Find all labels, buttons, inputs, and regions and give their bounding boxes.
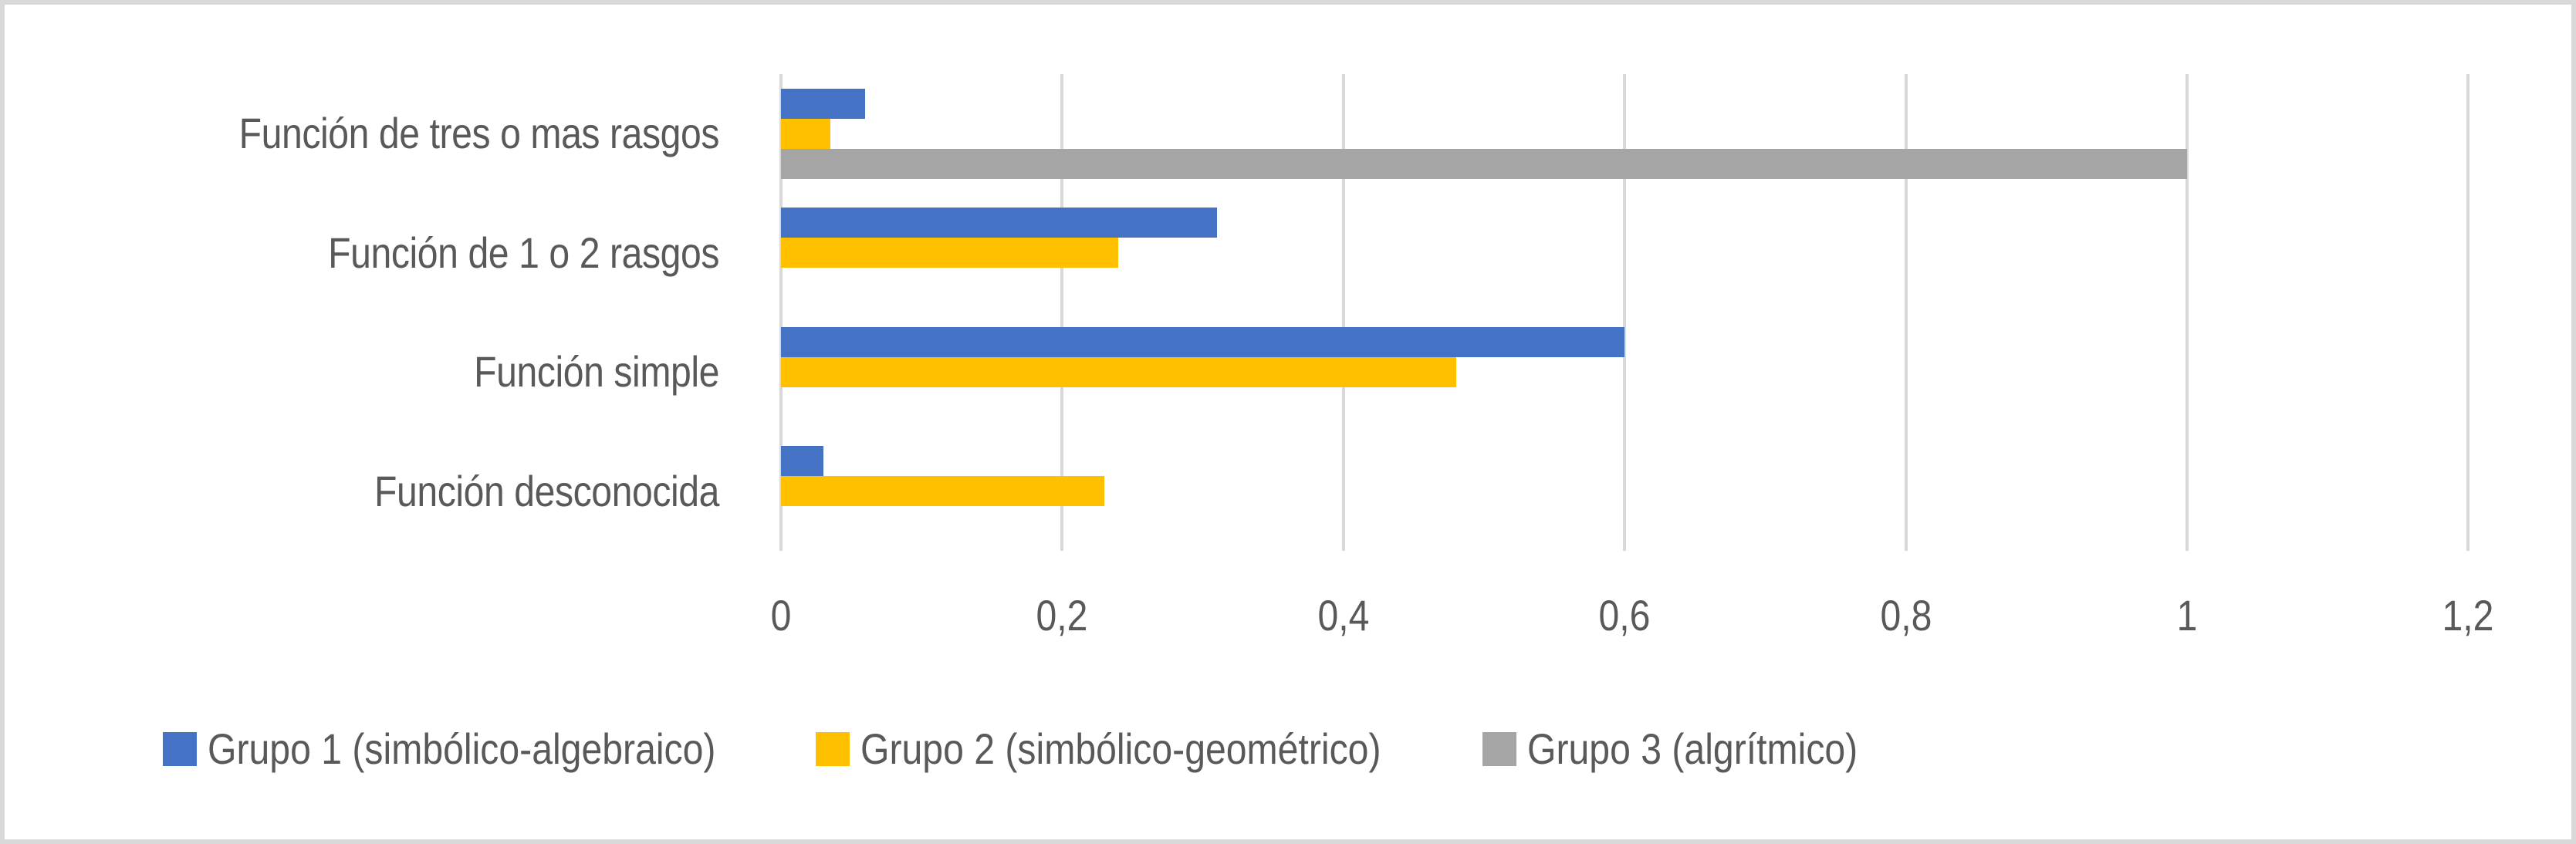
legend-swatch-icon (815, 732, 850, 766)
category-label: Función de tres o mas rasgos (238, 109, 720, 158)
category-label: Función desconocida (374, 466, 719, 515)
x-tick-label: 1,2 (2442, 591, 2494, 640)
bar-series-1[interactable] (781, 208, 1217, 238)
gridline (1060, 74, 1064, 551)
legend: Grupo 1 (simbólico-algebraico) Grupo 2 (s… (163, 722, 1929, 776)
x-tick-label: 1 (2176, 591, 2198, 640)
legend-swatch-icon (163, 732, 197, 766)
legend-item-series-2[interactable]: Grupo 2 (simbólico-geométrico) (815, 724, 1465, 774)
category-label: Función de 1 o 2 rasgos (328, 228, 719, 277)
bar-series-2[interactable] (781, 476, 1105, 507)
gridline (1623, 74, 1627, 551)
legend-item-series-3[interactable]: Grupo 3 (algrítmico) (1482, 724, 1912, 774)
legend-item-series-1[interactable]: Grupo 1 (simbólico-algebraico) (163, 724, 799, 774)
gridline (2466, 74, 2470, 551)
bar-series-1[interactable] (781, 326, 1625, 357)
x-tick-label: 0,6 (1598, 591, 1651, 640)
x-tick-label: 0 (770, 591, 792, 640)
gridline (1341, 74, 1345, 551)
bar-series-1[interactable] (781, 88, 866, 119)
legend-label: Grupo 2 (simbólico-geométrico) (860, 724, 1381, 773)
bar-series-2[interactable] (781, 356, 1456, 387)
bar-series-3[interactable] (781, 148, 2187, 179)
bar-series-1[interactable] (781, 446, 823, 477)
x-tick-label: 0,4 (1317, 591, 1370, 640)
gridline (779, 74, 783, 551)
gridline (1904, 74, 1908, 551)
category-label: Función simple (474, 347, 719, 397)
bar-series-2[interactable] (781, 118, 830, 149)
x-tick-label: 0,8 (1880, 591, 1932, 640)
legend-label: Grupo 1 (simbólico-algebraico) (208, 724, 716, 773)
gridline (2186, 74, 2189, 551)
plot-area: 0 0,2 0,4 0,6 0,8 1 1,2 Función de tres o mas r… (5, 5, 2571, 839)
bar-series-2[interactable] (781, 238, 1119, 268)
legend-label: Grupo 3 (algrítmico) (1526, 724, 1858, 773)
legend-swatch-icon (1482, 732, 1516, 766)
x-tick-label: 0,2 (1036, 591, 1088, 640)
